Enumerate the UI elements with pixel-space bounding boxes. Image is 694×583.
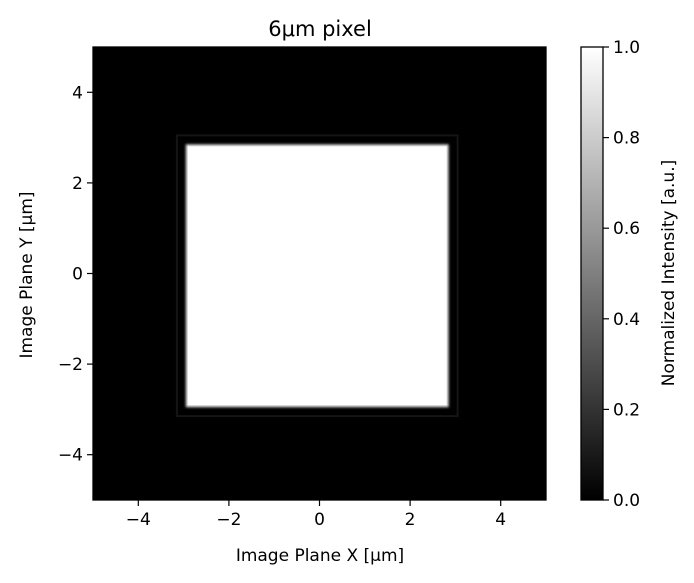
x-tick-label: 0 [314,510,325,530]
y-tick-label: 0 [72,265,83,285]
colorbar-tick-label: 0.8 [613,129,640,149]
colorbar-tick-label: 0.2 [613,400,640,420]
colorbar-ticks: 0.0 0.2 0.4 0.6 0.8 1.0 [603,38,640,511]
colorbar [580,46,604,501]
x-tick-label: 2 [405,510,416,530]
heatmap-halo [175,134,459,418]
x-tick-label: 4 [495,510,506,530]
colorbar-tick-label: 0.0 [613,491,640,511]
x-tick-label: −4 [126,510,151,530]
y-axis-ticks: −4 −2 0 2 4 [58,83,93,466]
colorbar-tick-label: 0.4 [613,310,640,330]
y-tick-label: −4 [58,446,83,466]
colorbar-tick-label: 1.0 [613,38,640,58]
heatmap-marks [175,134,459,418]
x-axis-label: Image Plane X [μm] [236,546,404,566]
y-axis-label: Image Plane Y [μm] [17,191,37,358]
x-axis-ticks: −4 −2 0 2 4 [126,500,506,530]
colorbar-tick-label: 0.6 [613,219,640,239]
y-tick-label: 2 [72,174,83,194]
x-tick-label: −2 [216,510,241,530]
chart-title: 6μm pixel [268,17,372,41]
colorbar-label: Normalized Intensity [a.u.] [659,160,679,386]
y-tick-label: −2 [58,355,83,375]
y-tick-label: 4 [72,83,83,103]
heatmap-pixel-region [187,146,447,406]
